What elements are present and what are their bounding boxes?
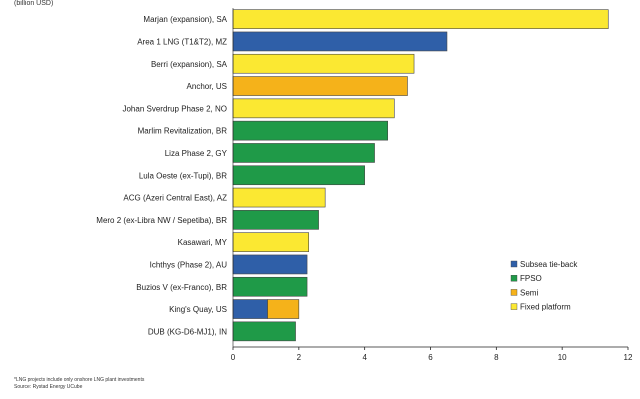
bar-8 (232, 165, 365, 186)
x-tick-label: 8 (494, 353, 499, 362)
category-label: Marjan (expansion), SA (143, 15, 227, 24)
category-label: Johan Sverdrup Phase 2, NO (122, 104, 227, 113)
bar-4 (232, 76, 408, 96)
bar-9 (232, 187, 326, 208)
x-tick-label: 4 (362, 353, 367, 362)
category-label: Marlim Revitalization, BR (138, 127, 228, 136)
x-tick-label: 0 (231, 353, 236, 362)
x-tick-label: 10 (558, 353, 567, 362)
category-label: Mero 2 (ex-Libra NW / Sepetiba), BR (96, 216, 227, 225)
legend-label: Semi (520, 288, 538, 297)
legend-swatch (510, 260, 518, 268)
bar-6 (232, 120, 389, 141)
legend: Subsea tie-back FPSO Semi Fixed platform (510, 260, 578, 312)
legend-swatch (510, 303, 518, 310)
legend-label: Subsea tie-back (520, 260, 578, 269)
category-label: Buzios V (ex-Franco), BR (136, 283, 227, 292)
source-note: Source: Rystad Energy UCube (14, 384, 83, 390)
category-label: Lula Oeste (ex-Tupi), BR (139, 171, 227, 180)
bar-12 (232, 254, 308, 275)
bar-3 (232, 53, 415, 74)
legend-swatch (510, 275, 518, 282)
legend-label: Fixed platform (520, 303, 571, 312)
x-tick-label: 12 (624, 353, 633, 362)
unit-label: (billion USD) (14, 0, 54, 7)
bar-1 (232, 9, 609, 29)
category-label: Area 1 LNG (T1&T2), MZ (137, 37, 227, 46)
legend-swatch (510, 289, 518, 296)
bar-11 (232, 232, 310, 252)
footnote: *LNG projects include only onshore LNG p… (14, 377, 145, 383)
category-label: Anchor, US (187, 82, 227, 91)
category-label: Ichthys (Phase 2), AU (150, 260, 228, 269)
category-label: ACG (Azeri Central East), AZ (123, 194, 227, 203)
bar-14-seg-2 (267, 299, 300, 319)
category-label: Liza Phase 2, GY (165, 149, 228, 158)
category-labels: Marjan (expansion), SA Area 1 LNG (T1&T2)… (96, 15, 227, 336)
x-tick-label: 6 (428, 353, 433, 362)
bars-layer (232, 9, 609, 342)
category-label: DUB (KG-D6-MJ1), IN (148, 327, 227, 336)
x-axis: 0 2 4 6 8 10 12 (231, 8, 633, 362)
bar-10 (232, 210, 319, 230)
category-label: Kasawari, MY (178, 238, 228, 247)
bar-14-seg-1 (232, 299, 268, 319)
bar-15 (232, 321, 296, 342)
x-tick-label: 2 (297, 353, 302, 362)
legend-label: FPSO (520, 274, 542, 283)
category-label: King's Quay, US (169, 305, 227, 314)
bar-13 (232, 276, 308, 297)
bar-2 (232, 31, 448, 52)
bar-5 (232, 98, 395, 119)
category-label: Berri (expansion), SA (151, 60, 228, 69)
bar-7 (232, 143, 375, 163)
